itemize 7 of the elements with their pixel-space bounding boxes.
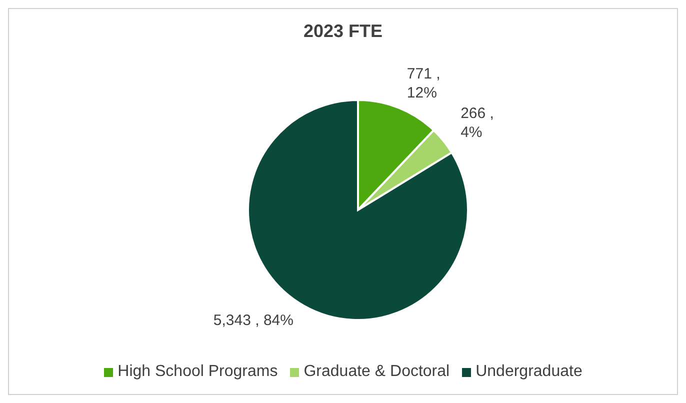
- legend-label: High School Programs: [118, 363, 278, 381]
- legend-label: Graduate & Doctoral: [304, 363, 450, 381]
- legend-label: Undergraduate: [476, 363, 582, 381]
- chart-title: 2023 FTE: [302, 21, 384, 42]
- data-label: 771 , 12%: [406, 65, 440, 102]
- data-label: 5,343 , 84%: [213, 312, 294, 330]
- data-label: 266 , 4%: [460, 104, 494, 141]
